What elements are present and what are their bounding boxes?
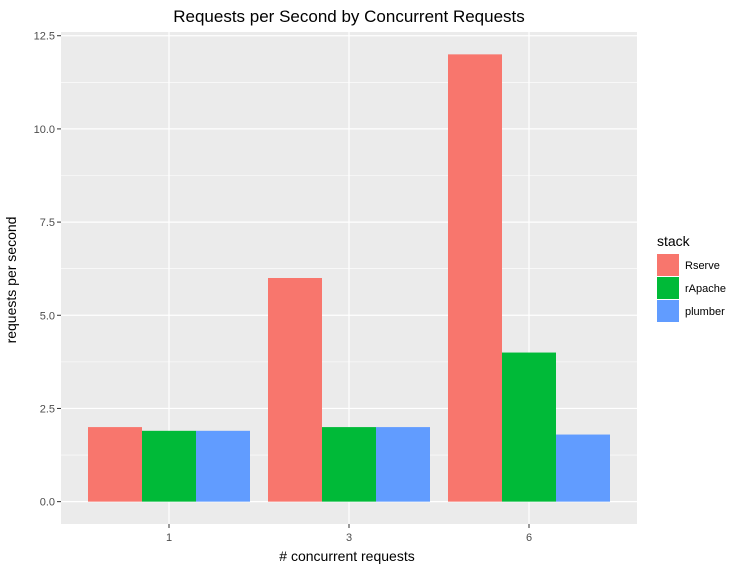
legend-label-rserve: Rserve — [685, 260, 720, 272]
bar-rserve-3 — [268, 278, 322, 502]
bar-rapache-1 — [142, 430, 196, 502]
bar-rserve-6 — [448, 54, 502, 502]
legend-label-rapache: rApache — [685, 283, 726, 295]
bar-rapache-3 — [322, 427, 376, 502]
legend-key-rserve — [657, 254, 679, 276]
bar-plumber-3 — [376, 427, 430, 502]
legend-key-plumber — [657, 300, 679, 322]
legend-label-plumber: plumber — [685, 306, 725, 318]
y-tick-label: 2.5 — [40, 403, 55, 415]
x-axis-title: # concurrent requests — [279, 548, 414, 564]
y-axis-title: requests per second — [3, 217, 19, 344]
bar-rserve-1 — [88, 427, 142, 502]
x-tick-label: 6 — [526, 532, 532, 544]
x-tick-label: 3 — [346, 532, 352, 544]
legend-title: stack — [657, 233, 691, 249]
legend: stack Rserve rApache plumber — [657, 233, 726, 322]
bar-plumber-6 — [556, 434, 610, 502]
x-tick-label: 1 — [166, 532, 172, 544]
y-tick-label: 10.0 — [34, 124, 55, 136]
bar-rapache-6 — [502, 352, 556, 502]
y-tick-label: 12.5 — [34, 31, 55, 43]
y-tick-label: 5.0 — [40, 310, 55, 322]
y-tick-label: 7.5 — [40, 217, 55, 229]
bar-plumber-1 — [196, 430, 250, 502]
chart-title: Requests per Second by Concurrent Reques… — [173, 7, 525, 26]
y-tick-label: 0.0 — [40, 497, 55, 509]
legend-key-rapache — [657, 277, 679, 299]
